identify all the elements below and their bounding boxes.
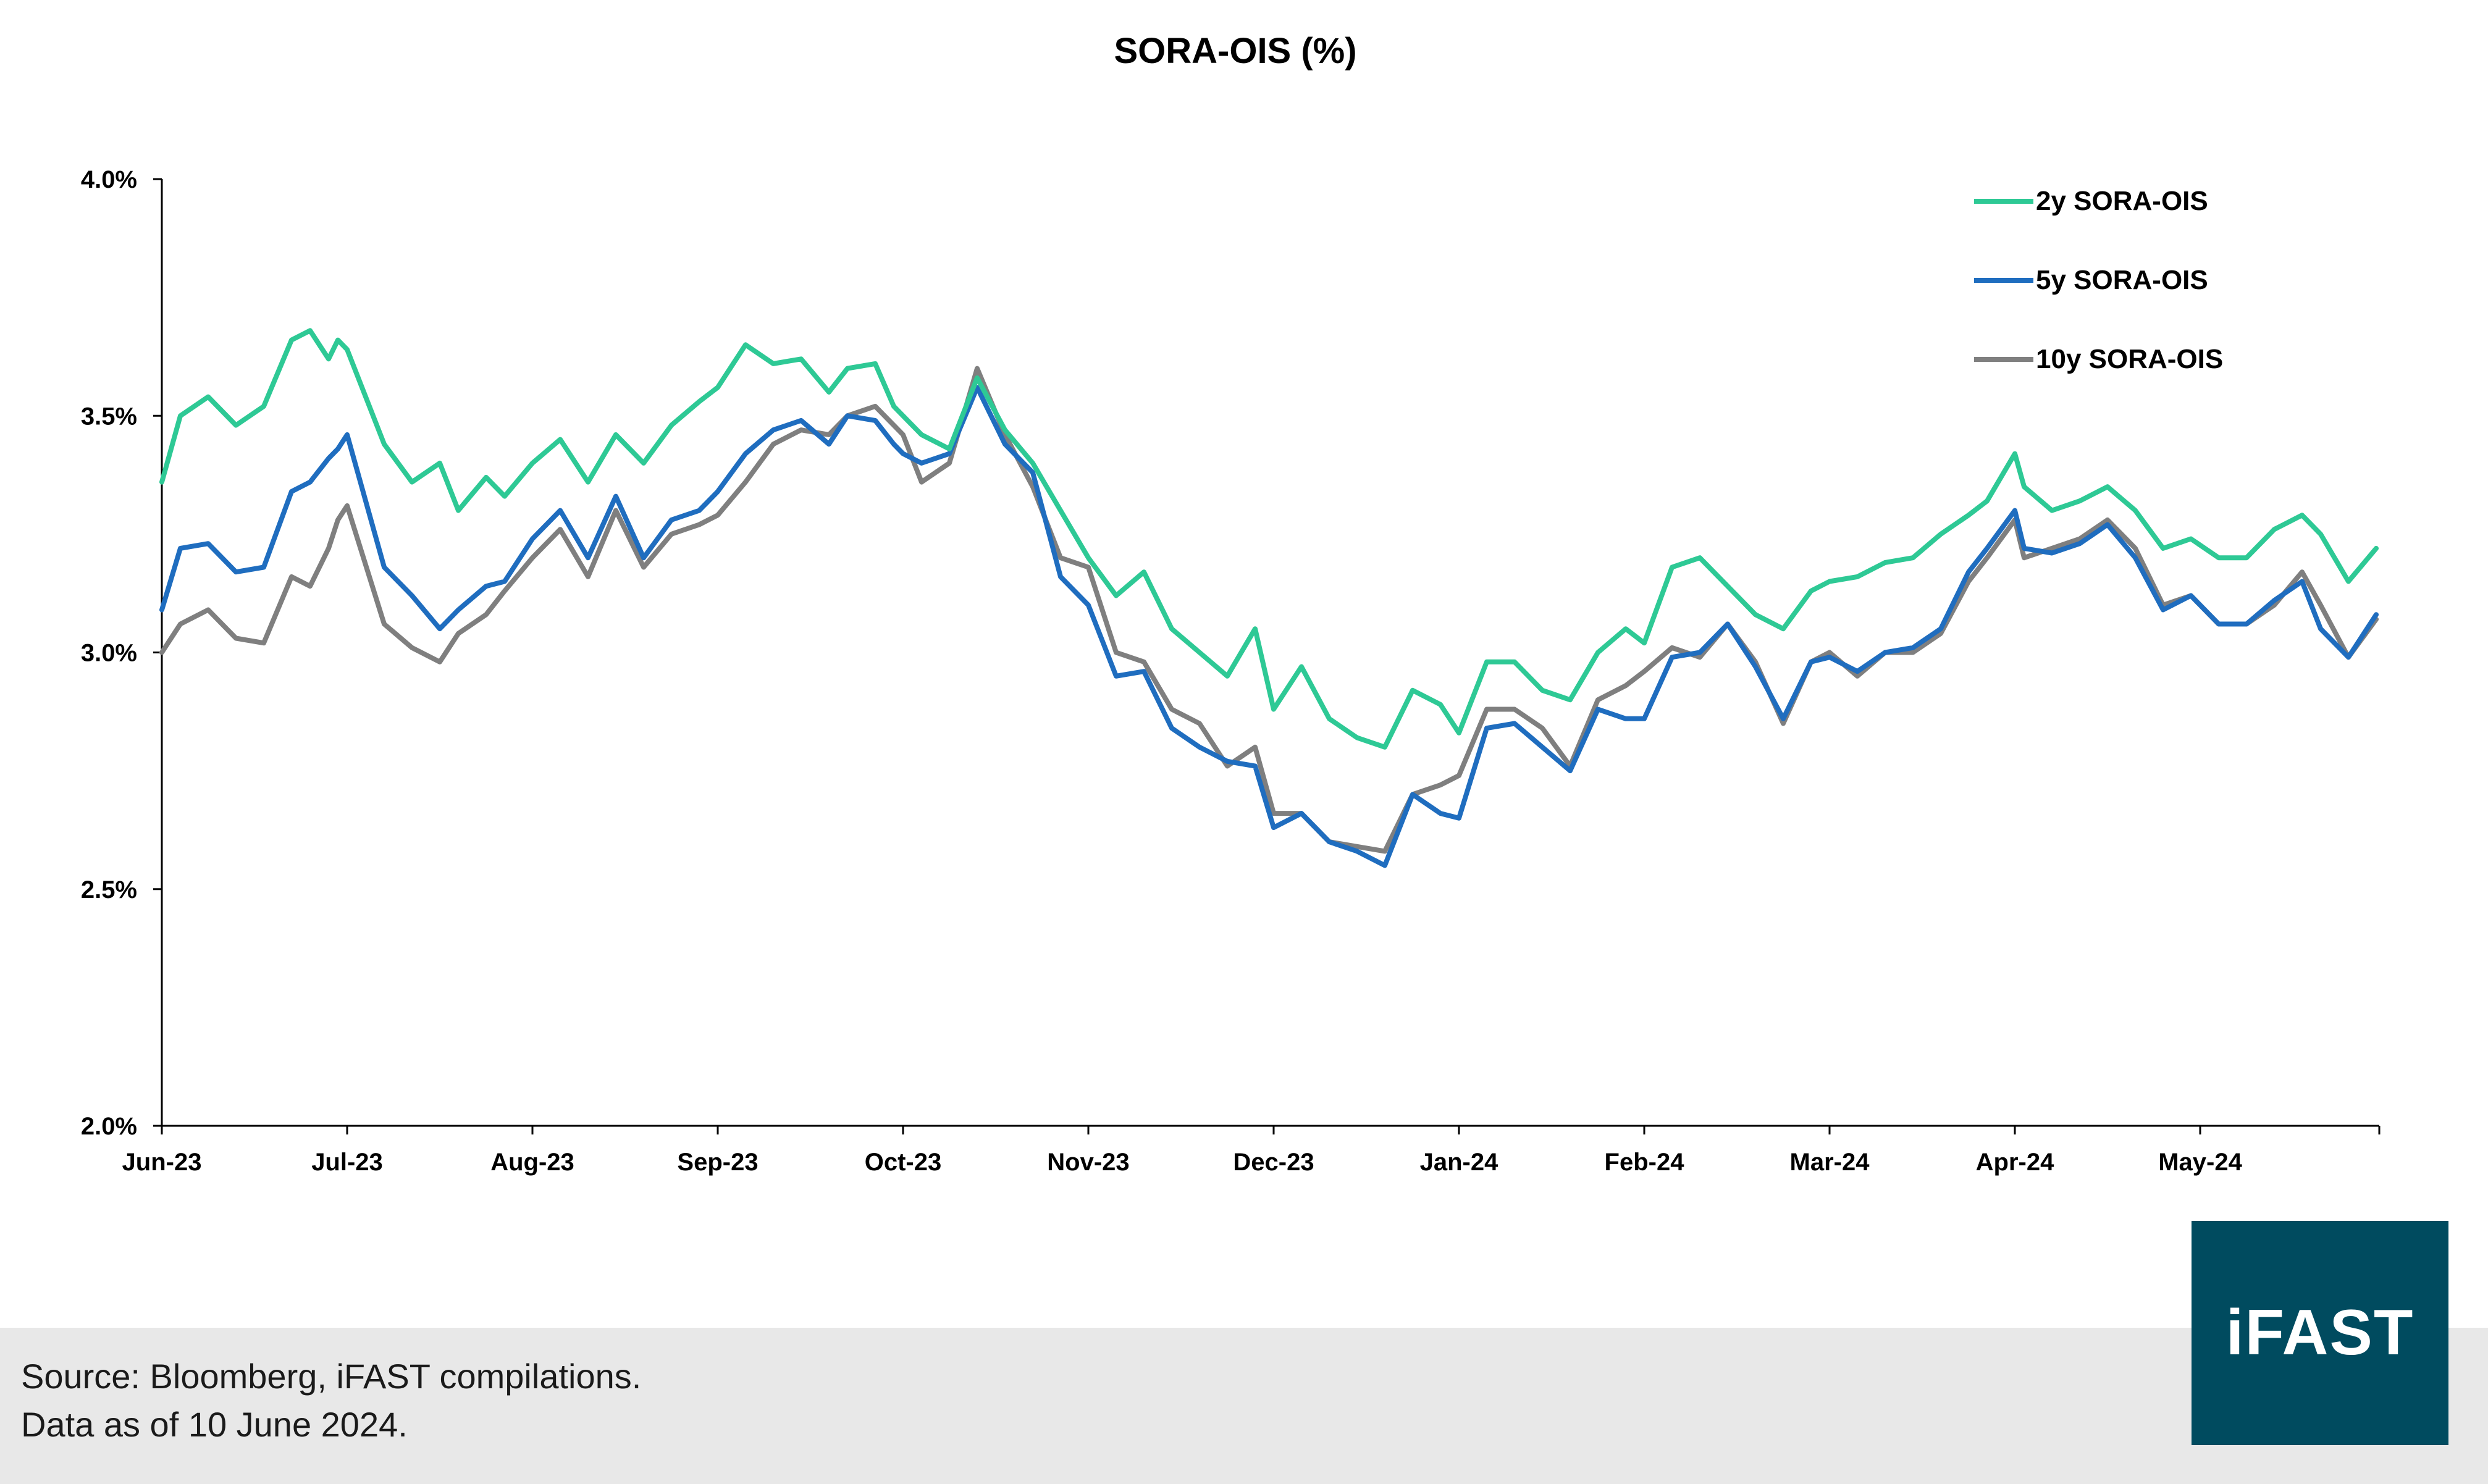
y-axis-ticks: 2.0% 2.5% 3.0% 3.5% 4.0% <box>81 166 162 1140</box>
series-line-5y <box>159 385 2379 868</box>
logo-text: iFAST <box>2225 1297 2414 1369</box>
x-tick-label: Dec-23 <box>1233 1149 1314 1176</box>
x-tick-label: Feb-24 <box>1605 1149 1685 1176</box>
legend-label: 2y SORA-OIS <box>2036 186 2208 216</box>
x-tick-label: Sep-23 <box>677 1149 758 1176</box>
x-tick-label: Nov-23 <box>1047 1149 1129 1176</box>
series-lines <box>159 328 2379 868</box>
series-line-10y <box>159 366 2379 854</box>
x-tick-label: Oct-23 <box>865 1149 942 1176</box>
y-tick-label: 2.0% <box>81 1113 137 1140</box>
source-note: Source: Bloomberg, iFAST compilations. <box>21 1357 642 1396</box>
chart: SORA-OIS (%) 2.0% 2.5% 3.0% 3.5% 4.0% Jun-23… <box>81 31 2381 1176</box>
y-tick-label: 4.0% <box>81 166 137 193</box>
legend: 2y SORA-OIS 5y SORA-OIS 10y SORA-OIS <box>1974 186 2223 374</box>
y-tick-label: 3.0% <box>81 640 137 667</box>
y-tick-label: 2.5% <box>81 876 137 903</box>
y-tick-label: 3.5% <box>81 403 137 430</box>
x-tick-label: Mar-24 <box>1790 1149 1870 1176</box>
x-tick-label: Apr-24 <box>1976 1149 2054 1176</box>
ifast-logo: iFAST <box>2192 1221 2448 1445</box>
legend-label: 10y SORA-OIS <box>2036 344 2223 374</box>
x-tick-label: Aug-23 <box>490 1149 574 1176</box>
x-tick-label: May-24 <box>2158 1149 2242 1176</box>
x-tick-label: Jan-24 <box>1420 1149 1498 1176</box>
footer-bar: Source: Bloomberg, iFAST compilations. D… <box>0 1328 2488 1484</box>
x-tick-label: Jul-23 <box>311 1149 383 1176</box>
x-axis-ticks: Jun-23 Jul-23 Aug-23 Sep-23 Oct-23 Nov-23 Dec-… <box>122 1126 2381 1176</box>
chart-title: SORA-OIS (%) <box>1114 31 1356 71</box>
legend-label: 5y SORA-OIS <box>2036 265 2208 295</box>
x-tick-label: Jun-23 <box>122 1149 202 1176</box>
date-note: Data as of 10 June 2024. <box>21 1405 408 1444</box>
series-line-2y <box>159 328 2379 750</box>
